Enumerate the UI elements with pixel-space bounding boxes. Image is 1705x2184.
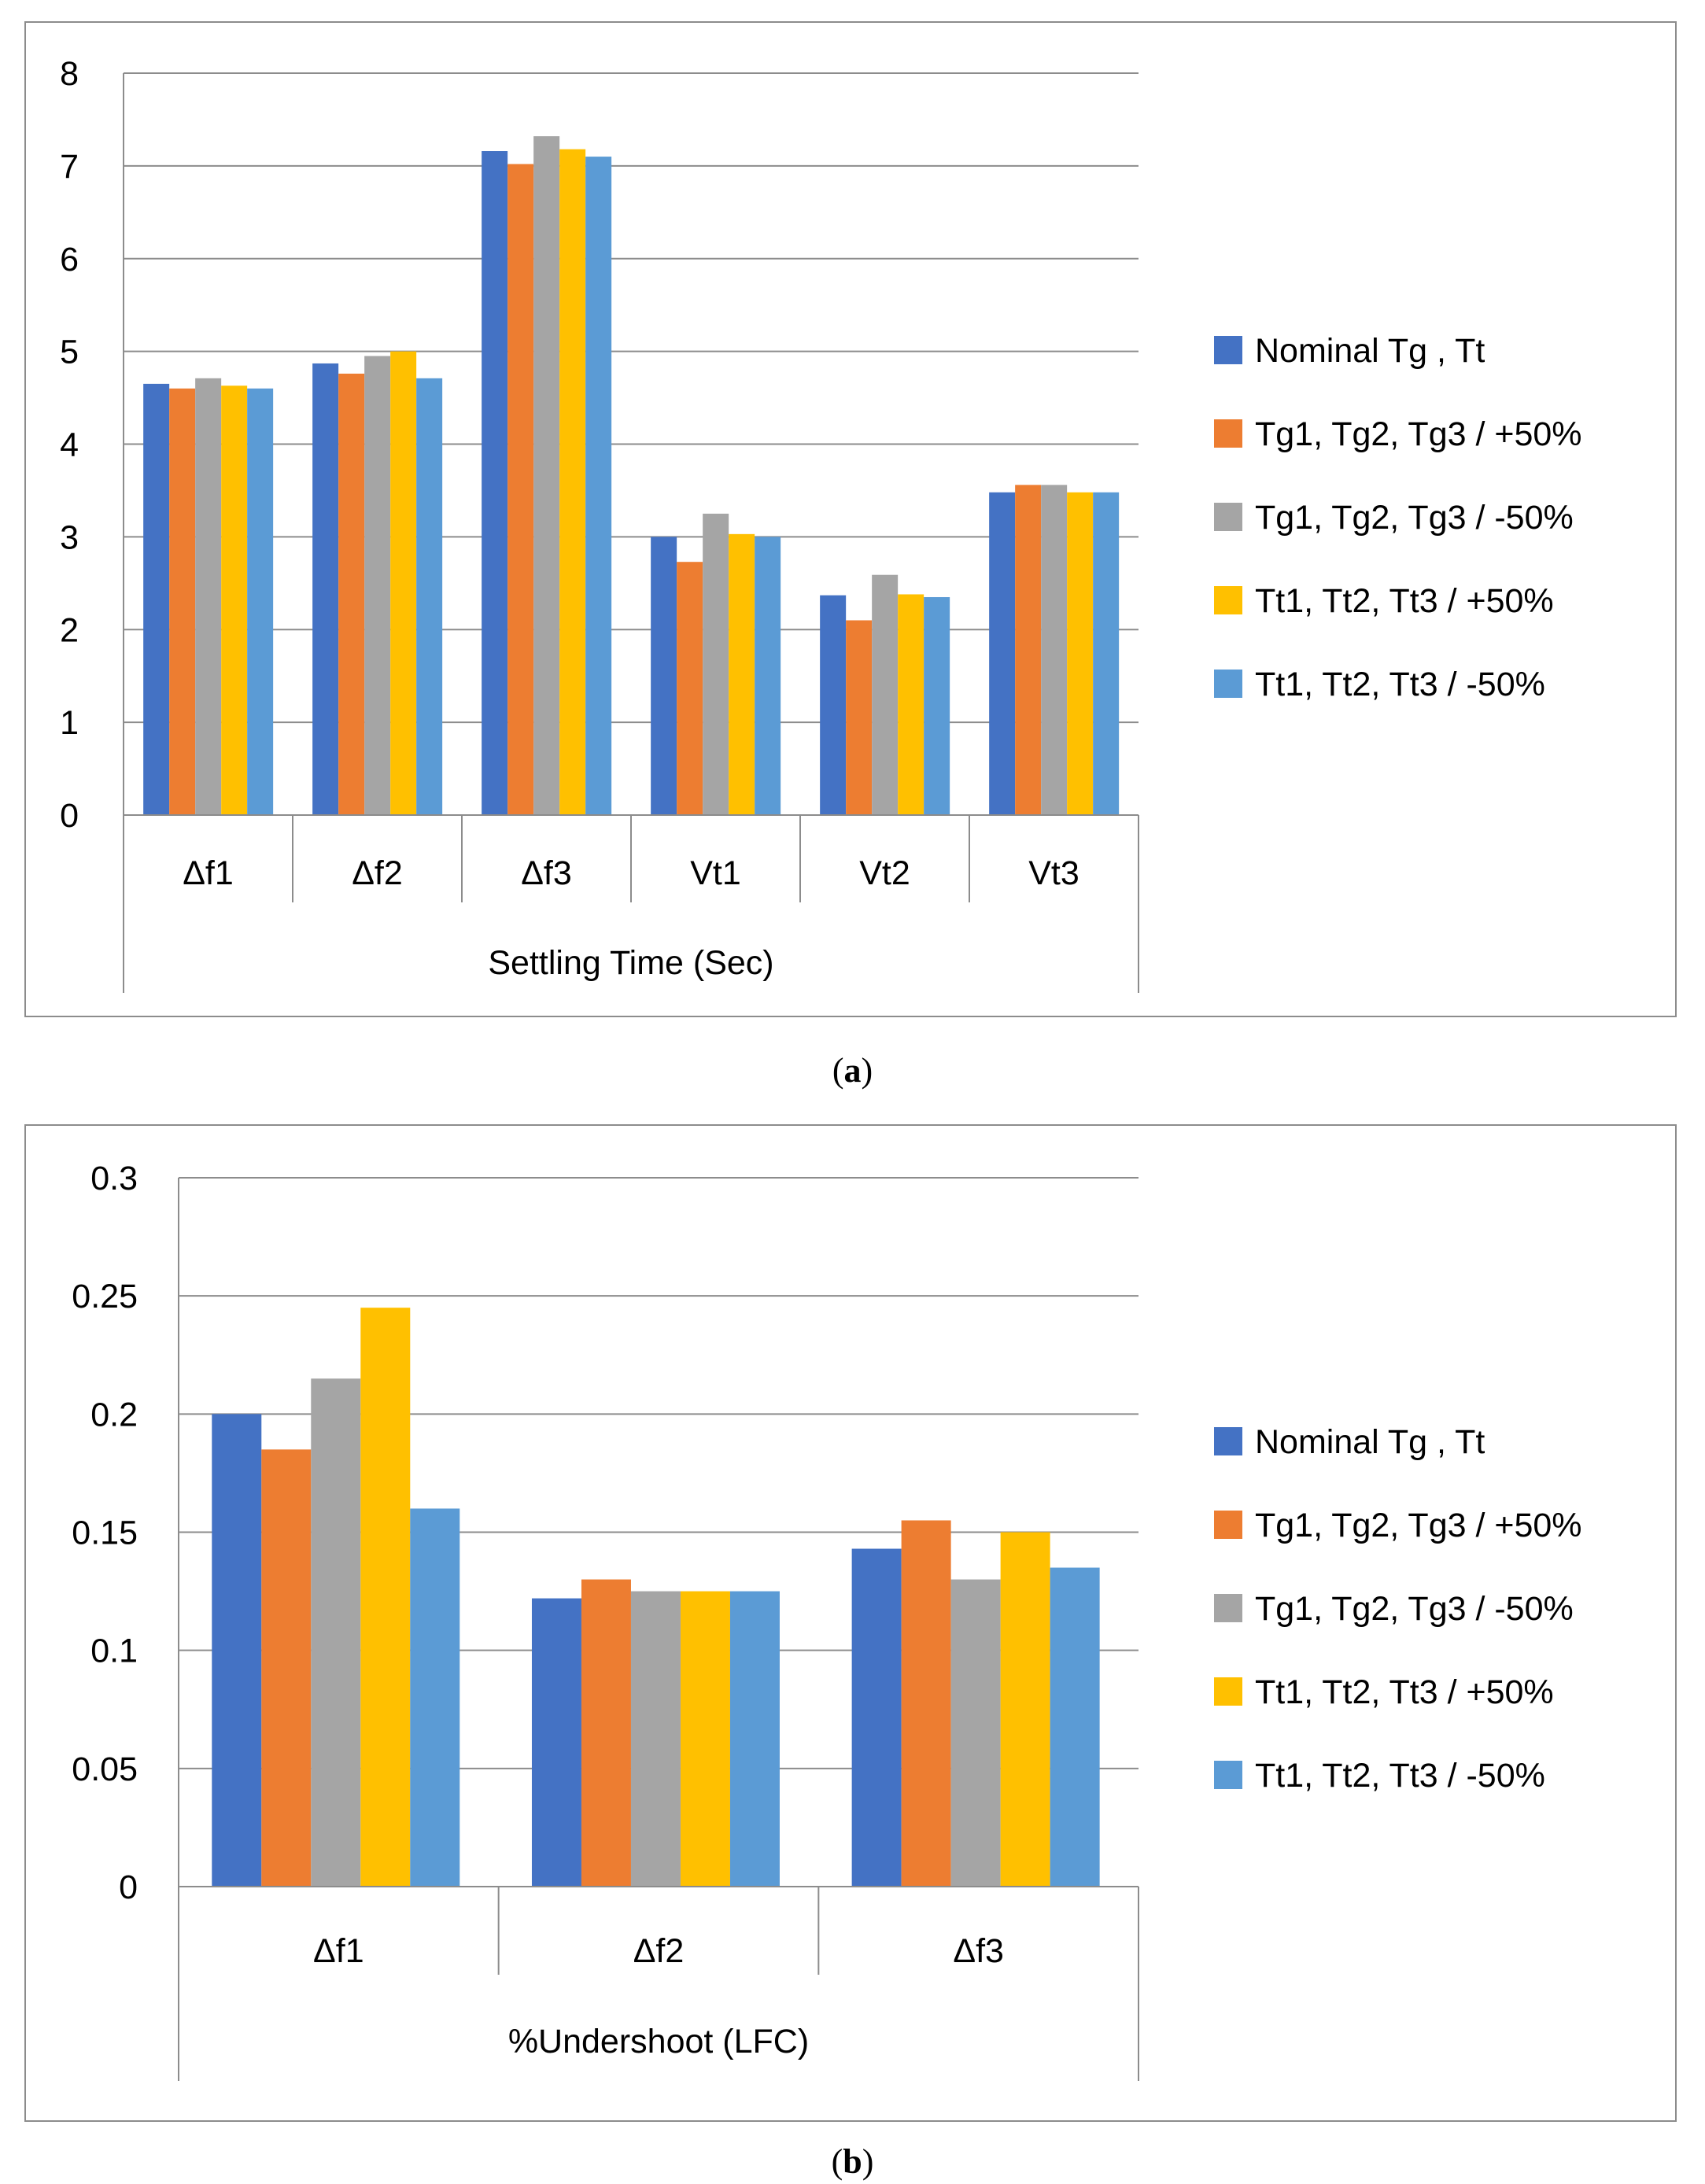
x-category-label: Vt2 [859,854,910,892]
legend-swatch [1214,336,1242,364]
bar [581,1579,631,1887]
legend-swatch [1214,503,1242,531]
y-tick-label: 0.25 [72,1278,138,1315]
legend-swatch [1214,1761,1242,1789]
y-tick-label: 0.05 [72,1751,138,1788]
bar [924,596,950,815]
x-category-label: Δf1 [313,1932,364,1970]
bar [651,537,677,815]
y-tick-label: 0.1 [90,1632,138,1670]
bar [390,351,417,815]
bar [755,537,781,815]
bar [898,594,924,815]
chart-border [24,21,1677,1017]
legend-label: Tt1, Tt2, Tt3 / +50% [1255,1673,1554,1711]
bar [585,157,612,815]
bar [846,620,873,815]
legend-swatch [1214,1677,1242,1706]
bar [703,513,729,815]
x-group-label: Settling Time (Sec) [488,944,773,982]
legend-label: Tt1, Tt2, Tt3 / -50% [1255,1757,1545,1795]
bar [531,1598,581,1887]
legend-swatch [1214,1594,1242,1622]
undershoot-chart: 0 0.05 0.1 0.15 0.2 0.25 0.3 Δf1 Δf2 Δf3 %Undersho… [24,1124,1677,2122]
y-tick-label: 7 [60,148,79,186]
bar [729,533,755,815]
bar [872,574,899,815]
y-tick-label: 3 [60,518,79,556]
y-tick-label: 5 [60,334,79,371]
y-tick-label: 2 [60,611,79,649]
bar [410,1508,460,1887]
bar [169,388,196,815]
bar [680,1591,730,1887]
caption-b: (b) [831,2142,874,2181]
bar [989,492,1016,815]
bar [482,151,508,815]
bar [247,388,274,815]
bar [312,363,339,816]
y-tick-label: 6 [60,241,79,279]
legend-label: Nominal Tg , Tt [1255,1423,1485,1461]
legend-swatch [1214,670,1242,698]
legend-label: Tg1, Tg2, Tg3 / +50% [1255,1507,1582,1544]
bar [820,595,847,815]
bar [212,1414,262,1887]
x-category-label: Vt3 [1028,854,1079,892]
legend-swatch [1214,1511,1242,1539]
legend-label: Tg1, Tg2, Tg3 / +50% [1255,415,1582,453]
y-tick-label: 0.3 [90,1160,138,1197]
x-category-label: Δf3 [521,854,572,892]
bar [1000,1532,1050,1887]
bar [950,1579,1001,1887]
bar [901,1520,951,1887]
legend-label: Tg1, Tg2, Tg3 / -50% [1255,499,1574,537]
x-group-label: %Undershoot (LFC) [508,2023,809,2060]
bar [311,1378,361,1887]
bar [630,1591,681,1887]
bar [261,1449,312,1887]
bar [338,373,365,815]
y-tick-label: 0 [119,1869,138,1906]
legend-swatch [1214,419,1242,448]
legend-label: Tt1, Tt2, Tt3 / +50% [1255,582,1554,620]
bar [143,383,170,816]
bar [507,164,534,815]
x-category-label: Δf2 [633,1932,685,1970]
y-tick-label: 8 [60,55,79,93]
bar [1067,492,1094,815]
y-tick-label: 0 [60,797,79,835]
y-tick-label: 1 [60,704,79,742]
bar [559,149,586,816]
bar [364,356,391,815]
y-tick-label: 0.2 [90,1396,138,1433]
bar [195,378,222,816]
bar [533,136,560,815]
bar [1015,485,1042,815]
caption-a: (a) [832,1051,873,1090]
bar [416,378,443,816]
bar [1050,1567,1100,1887]
legend-swatch [1214,586,1242,614]
bar [729,1591,780,1887]
bar [221,386,248,815]
legend-label: Nominal Tg , Tt [1255,332,1485,370]
legend-label: Tt1, Tt2, Tt3 / -50% [1255,666,1545,703]
x-category-label: Δf3 [953,1932,1004,1970]
settling-time-chart: 0 1 2 3 4 5 6 7 8 Δf1 Δf2 Δf3 Vt1 Vt2 Vt3 Settling Time… [24,21,1677,1017]
bar [851,1548,902,1887]
x-category-label: Δf1 [183,854,234,892]
bar [677,562,703,815]
bar [1041,485,1068,815]
bar [1093,492,1120,815]
x-category-label: Vt1 [690,854,741,892]
y-tick-label: 0.15 [72,1514,138,1552]
legend-label: Tg1, Tg2, Tg3 / -50% [1255,1590,1574,1628]
legend-swatch [1214,1427,1242,1455]
y-tick-label: 4 [60,426,79,464]
x-category-label: Δf2 [352,854,403,892]
bar [360,1308,411,1887]
